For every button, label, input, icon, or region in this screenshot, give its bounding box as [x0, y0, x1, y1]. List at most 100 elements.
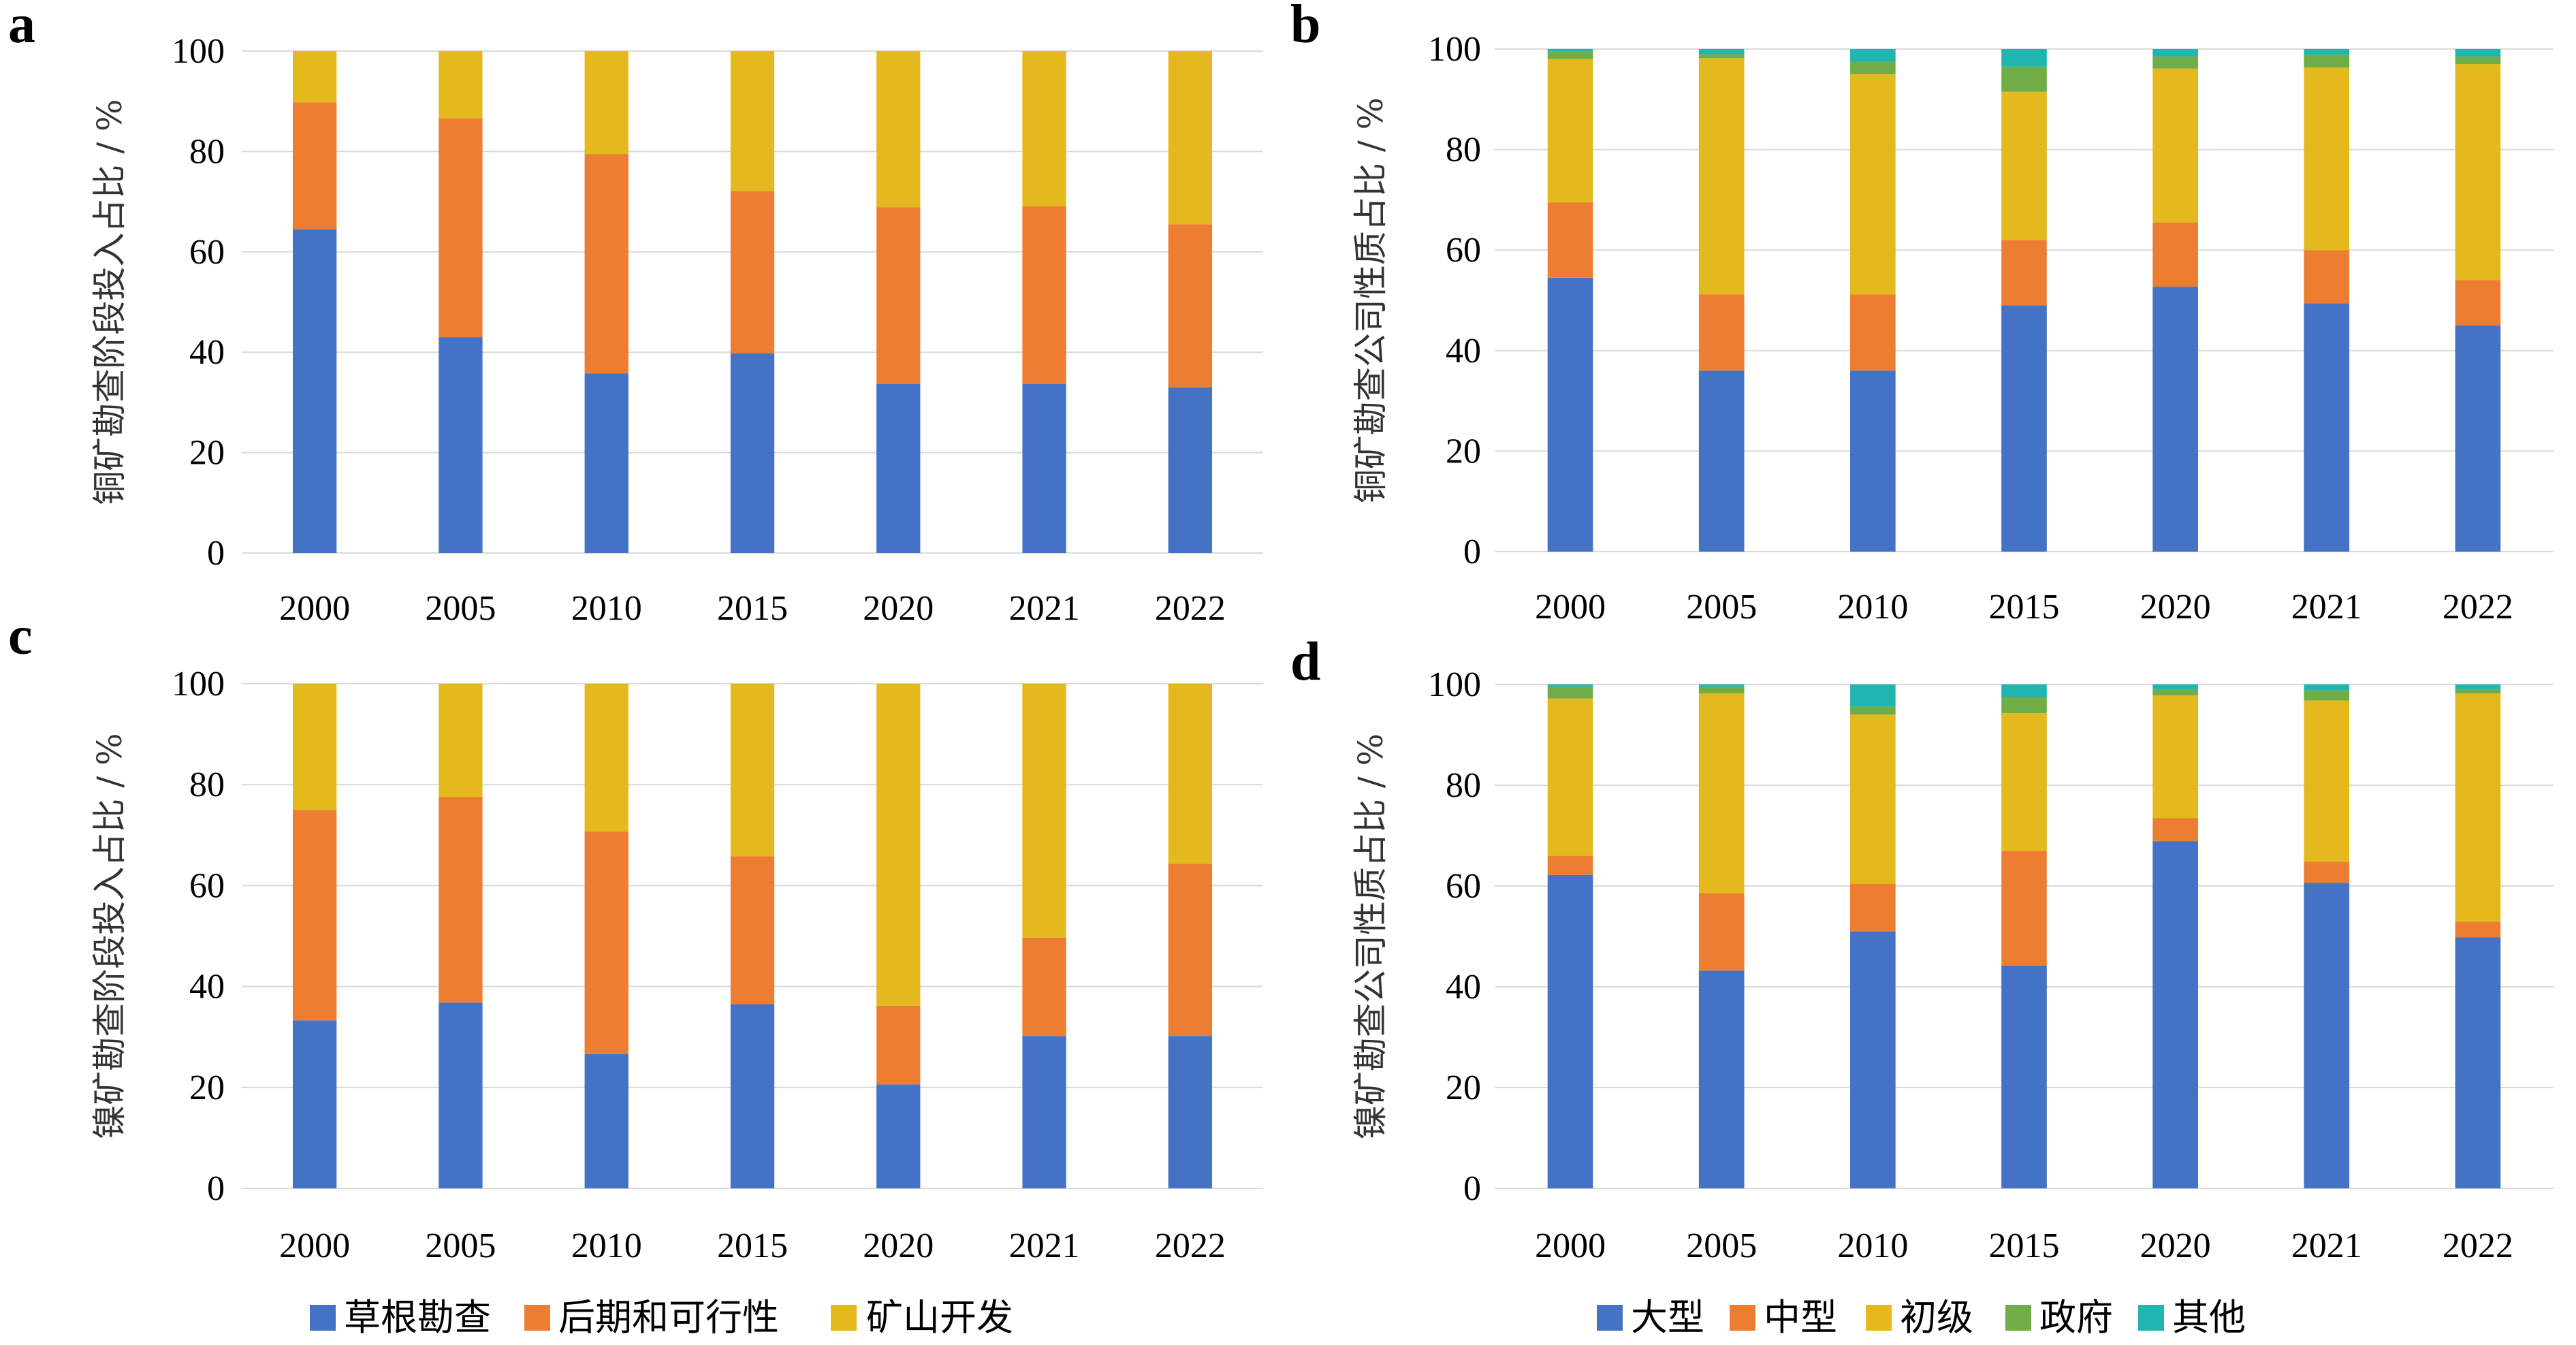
bar-2005-草根勘查 [439, 337, 483, 553]
x-tick-label-2021: 2021 [2291, 588, 2362, 627]
bar-2021-初级 [2304, 700, 2350, 862]
legend-label-grassroots: 草根勘查 [344, 1296, 491, 1339]
x-tick-label-2010: 2010 [1837, 588, 1908, 627]
bar-2020-政府 [2152, 57, 2198, 69]
bar-2020-草根勘查 [876, 383, 921, 553]
x-tick-label-2010: 2010 [1837, 1227, 1908, 1265]
y-tick-label-0: 0 [1463, 1169, 1481, 1208]
bar-2010-矿山开发 [584, 51, 629, 155]
x-tick-label-2020: 2020 [2140, 1227, 2211, 1265]
y-tick-label-20: 20 [1446, 432, 1481, 471]
bar-2021-初级 [2304, 67, 2350, 251]
bar-2000-大型 [1547, 277, 1593, 552]
x-tick-label-2015: 2015 [1989, 588, 2060, 627]
bar-2022-矿山开发 [1168, 684, 1212, 864]
bar-2020-政府 [2152, 689, 2198, 696]
bar-2020-草根勘查 [876, 1084, 921, 1188]
bar-2010-中型 [1850, 294, 1896, 371]
legend-label-junior: 初级 [1900, 1296, 1973, 1339]
bar-2022-其他 [2455, 49, 2501, 57]
x-tick-label-2005: 2005 [1686, 1227, 1757, 1265]
bar-2015-大型 [2001, 965, 2047, 1188]
bar-2020-中型 [2152, 222, 2198, 287]
panel-label-d: d [1290, 632, 1321, 692]
y-tick-label-80: 80 [1446, 131, 1481, 170]
legend-item-junior: 初级 [1866, 1296, 1973, 1339]
bar-2010-初级 [1850, 74, 1896, 295]
x-tick-label-2020: 2020 [2140, 588, 2211, 627]
bar-2021-中型 [2304, 250, 2350, 304]
bar-2005-中型 [1698, 294, 1745, 371]
bar-2021-矿山开发 [1022, 684, 1066, 938]
x-tick-label-2015: 2015 [717, 589, 788, 628]
bar-2020-初级 [2152, 695, 2198, 819]
y-tick-label-40: 40 [189, 333, 225, 372]
bar-2010-后期和可行性 [584, 154, 629, 374]
y-axis-label: 铜矿勘查阶段投入占比 / % [90, 99, 129, 505]
bar-2010-中型 [1850, 884, 1896, 932]
legend-item-late-stage-feasibility: 后期和可行性 [524, 1296, 779, 1339]
x-tick-label-2000: 2000 [1535, 1227, 1606, 1265]
x-tick-label-2022: 2022 [1155, 589, 1226, 628]
bar-2021-后期和可行性 [1022, 206, 1066, 384]
bar-2020-后期和可行性 [876, 1005, 921, 1085]
legend-swatch-major [1597, 1305, 1623, 1331]
bar-2005-其他 [1698, 684, 1745, 687]
x-tick-label-2005: 2005 [1686, 588, 1757, 627]
y-axis-label: 铜矿勘查公司性质占比 / % [1351, 97, 1390, 503]
bar-2021-政府 [2304, 690, 2350, 701]
bar-2010-后期和可行性 [584, 832, 629, 1054]
x-tick-label-2015: 2015 [1989, 1227, 2060, 1265]
x-tick-label-2005: 2005 [425, 589, 496, 628]
bar-2015-初级 [2001, 713, 2047, 851]
bar-2005-初级 [1698, 693, 1745, 893]
x-tick-label-2000: 2000 [279, 1227, 350, 1265]
bar-2000-草根勘查 [293, 229, 337, 553]
x-tick-label-2010: 2010 [571, 589, 642, 628]
y-axis-label: 镍矿勘查公司性质占比 / % [1351, 733, 1390, 1139]
x-tick-label-2021: 2021 [1009, 1227, 1080, 1265]
bar-2005-矿山开发 [439, 51, 483, 118]
bar-2005-其他 [1698, 49, 1745, 54]
bar-2000-初级 [1547, 698, 1593, 856]
legend-label-mine-development: 矿山开发 [866, 1296, 1013, 1339]
y-tick-label-20: 20 [189, 1069, 225, 1107]
y-tick-label-60: 60 [1446, 231, 1481, 270]
bar-2022-政府 [2455, 689, 2501, 694]
x-tick-label-2022: 2022 [1155, 1227, 1226, 1265]
bar-2000-初级 [1547, 59, 1593, 203]
legend-swatch-junior [1866, 1305, 1892, 1331]
bar-2021-其他 [2304, 49, 2350, 55]
bar-2005-中型 [1698, 893, 1745, 971]
legend-label-intermediate: 中型 [1764, 1296, 1837, 1339]
bar-2010-初级 [1850, 714, 1896, 885]
x-tick-label-2020: 2020 [863, 1227, 934, 1265]
y-tick-label-80: 80 [1446, 766, 1481, 805]
x-tick-label-2021: 2021 [2291, 1227, 2362, 1265]
legend-label-late-stage-feasibility: 后期和可行性 [558, 1296, 779, 1339]
y-tick-label-40: 40 [1446, 332, 1481, 370]
bar-2015-草根勘查 [730, 1004, 775, 1188]
bar-2015-中型 [2001, 851, 2047, 966]
bar-2022-后期和可行性 [1168, 864, 1212, 1037]
bar-2010-矿山开发 [584, 684, 629, 832]
bar-2022-矿山开发 [1168, 51, 1212, 225]
x-tick-label-2022: 2022 [2443, 1227, 2513, 1265]
bar-2021-政府 [2304, 54, 2350, 68]
bar-2015-中型 [2001, 240, 2047, 306]
bar-2010-政府 [1850, 706, 1896, 715]
bar-2010-其他 [1850, 684, 1896, 707]
bar-2015-矿山开发 [730, 684, 775, 857]
legend-swatch-intermediate [1730, 1305, 1755, 1331]
bar-2005-后期和可行性 [439, 118, 483, 338]
chart-panel-c: 0 20 40 60 80 100 c 镍矿勘查阶段投入占比 / % 2000 2005 2010 2… [8, 606, 1263, 1265]
y-tick-label-100: 100 [1428, 665, 1481, 704]
chart-panel-b: 0 20 40 60 80 100 b 铜矿勘查公司性质占比 / % 2000 2005 2010 2… [1290, 0, 2554, 627]
y-tick-label-60: 60 [189, 233, 225, 272]
y-tick-label-80: 80 [189, 132, 225, 171]
legend-right: 大型 中型 初级 政府 其他 [1597, 1296, 2246, 1339]
bar-2000-其他 [1547, 49, 1593, 52]
bar-2015-政府 [2001, 697, 2047, 714]
bar-2020-大型 [2152, 841, 2198, 1188]
bar-2021-矿山开发 [1022, 51, 1066, 206]
